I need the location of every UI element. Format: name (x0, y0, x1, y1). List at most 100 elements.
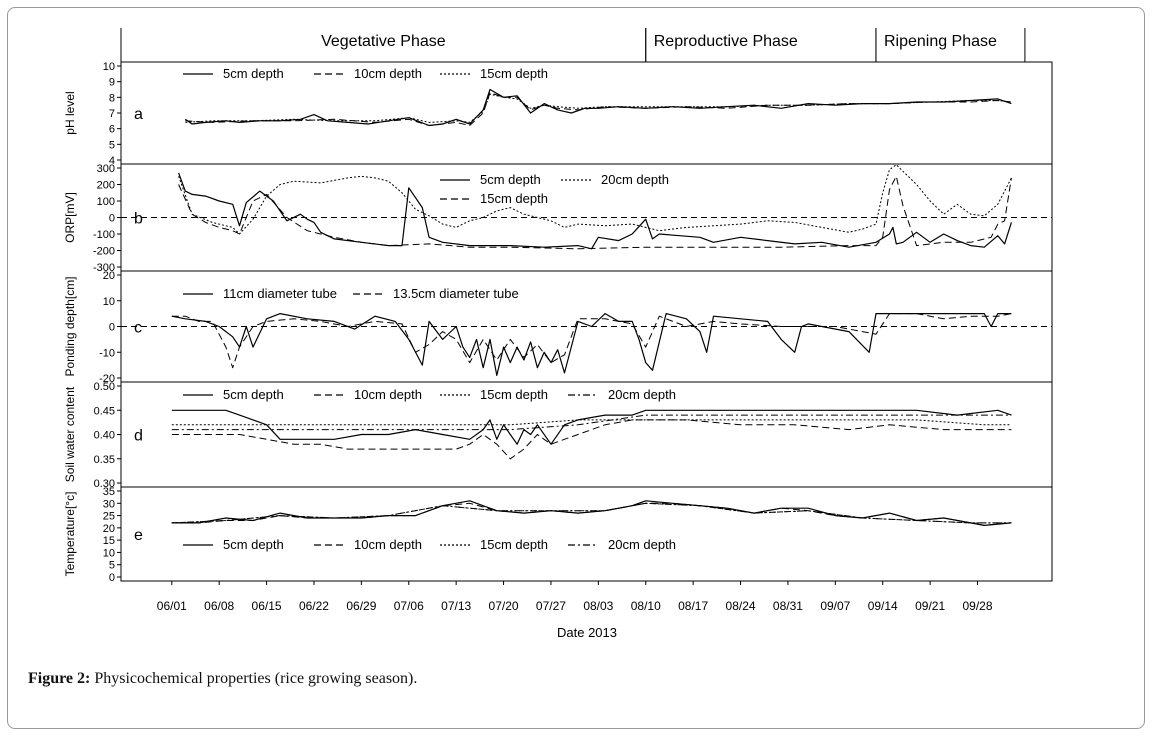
legend-entry: 20cm depth (561, 172, 669, 187)
x-tick-label: 06/22 (299, 599, 329, 613)
legend-label: 10cm depth (354, 537, 422, 552)
y-tick-label: 0.50 (94, 381, 115, 393)
legend-label: 15cm depth (480, 537, 548, 552)
x-tick-label: 06/01 (157, 599, 187, 613)
phase-header: Vegetative Phase Reproductive Phase Ripeni… (120, 28, 1026, 62)
legend-entry: 5cm depth (183, 387, 284, 402)
series-line-5cm-depth (171, 409, 1012, 445)
x-tick-label: 06/29 (346, 599, 376, 613)
y-tick-label: 0 (109, 572, 115, 584)
legend-label: 15cm depth (480, 387, 548, 402)
figure-caption-text: Physicochemical properties (rice growing… (94, 670, 418, 687)
legend-entry: 10cm depth (314, 387, 422, 402)
series-line-10cm-depth (171, 419, 1012, 460)
x-tick-label: 07/20 (489, 599, 519, 613)
x-tick-label: 08/31 (773, 599, 803, 613)
series-line-11cm-diameter-tube (171, 313, 1012, 376)
legend-label: 5cm depth (480, 172, 541, 187)
y-tick-label: 20 (103, 270, 115, 282)
y-tick-label: 10 (103, 296, 115, 308)
x-tick-label: 09/28 (963, 599, 993, 613)
y-tick-label: 0.35 (94, 454, 115, 466)
x-tick-label: 07/06 (394, 599, 424, 613)
phase-label: Reproductive Phase (654, 33, 798, 50)
y-tick-label: 35 (103, 486, 115, 498)
legend-label: 11cm diameter tube (223, 286, 337, 301)
y-axis-label: Ponding depth[cm] (63, 276, 77, 376)
legend-entry: 5cm depth (183, 66, 284, 81)
legend-label: 20cm depth (601, 172, 669, 187)
y-tick-label: -200 (93, 246, 115, 258)
legend-label: 20cm depth (608, 537, 676, 552)
y-axis-label: Soil water content (63, 386, 77, 482)
x-tick-label: 08/17 (678, 599, 708, 613)
y-tick-label: 0.30 (94, 478, 115, 490)
y-tick-label: -100 (93, 229, 115, 241)
legend-entry: 13.5cm diameter tube (353, 286, 519, 301)
x-tick-label: 08/03 (583, 599, 613, 613)
x-tick-label: 09/14 (868, 599, 898, 613)
phase-label: Vegetative Phase (321, 33, 446, 50)
legend-label: 20cm depth (608, 387, 676, 402)
y-tick-label: 5 (109, 560, 115, 572)
legend-entry: 15cm depth (440, 66, 548, 81)
panel-d: 0.30 0.35 0.40 0.45 0.50 Soil water content d 5… (63, 381, 1053, 490)
y-tick-label: 10 (103, 547, 115, 559)
y-axis-label: ORP[mV] (63, 192, 77, 243)
x-tick-label: 07/13 (441, 599, 471, 613)
legend-label: 15cm depth (480, 191, 548, 206)
y-axis-label: pH level (63, 91, 77, 134)
legend-entry: 15cm depth (440, 387, 548, 402)
series-line-20cm-depth (171, 502, 1012, 524)
y-tick-label: 15 (103, 535, 115, 547)
y-tick-label: 30 (103, 498, 115, 510)
series-line-13.5cm-diameter-tube (171, 313, 1012, 369)
y-tick-label: 0 (109, 213, 115, 225)
x-tick-label: 09/07 (820, 599, 850, 613)
y-tick-label: -300 (93, 262, 115, 274)
y-tick-label: 0.45 (94, 405, 115, 417)
x-axis: 06/01 06/08 06/15 06/22 06/29 07/06 07/13 07/20… (157, 581, 993, 640)
legend-entry: 11cm diameter tube (183, 286, 337, 301)
x-tick-label: 07/27 (536, 599, 566, 613)
y-tick-label: 8 (109, 92, 115, 104)
y-tick-label: 25 (103, 511, 115, 523)
y-tick-label: 20 (103, 523, 115, 535)
panel-letter: a (134, 106, 143, 123)
y-tick-label: 0.40 (94, 430, 115, 442)
x-tick-label: 06/08 (204, 599, 234, 613)
x-tick-label: 06/15 (252, 599, 282, 613)
x-tick-label: 08/24 (726, 599, 756, 613)
panel-letter: e (134, 527, 143, 544)
legend-label: 5cm depth (223, 66, 284, 81)
panel-letter: b (134, 211, 143, 228)
legend-entry: 5cm depth (440, 172, 541, 187)
legend-entry: 20cm depth (568, 537, 676, 552)
y-tick-label: 10 (103, 61, 115, 73)
y-tick-label: -20 (99, 373, 115, 385)
y-tick-label: 9 (109, 77, 115, 89)
legend-entry: 10cm depth (314, 537, 422, 552)
y-tick-label: 300 (97, 163, 115, 175)
legend-entry: 20cm depth (568, 387, 676, 402)
panel-letter: c (134, 320, 142, 337)
legend-label: 5cm depth (223, 387, 284, 402)
y-tick-label: 7 (109, 108, 115, 120)
y-tick-label: 0 (109, 322, 115, 334)
multi-panel-line-chart: Vegetative Phase Reproductive Phase Ripeni… (63, 28, 1053, 640)
panel-c: -20 -10 0 10 20 Ponding depth[cm] c 11cm diamet… (63, 270, 1053, 385)
x-tick-label: 08/10 (631, 599, 661, 613)
legend-entry: 15cm depth (440, 537, 548, 552)
legend-label: 5cm depth (223, 537, 284, 552)
legend-label: 10cm depth (354, 387, 422, 402)
panel-letter: d (134, 428, 143, 445)
x-tick-label: 09/21 (915, 599, 945, 613)
figure-label: Figure 2: (28, 670, 91, 687)
y-tick-label: 100 (97, 196, 115, 208)
y-axis-label: Temperature[°c] (63, 492, 77, 577)
y-tick-label: 4 (109, 155, 115, 167)
series-line-10cm-depth (185, 92, 1012, 126)
series-line-20cm-depth (178, 164, 1012, 235)
y-tick-label: 200 (97, 180, 115, 192)
